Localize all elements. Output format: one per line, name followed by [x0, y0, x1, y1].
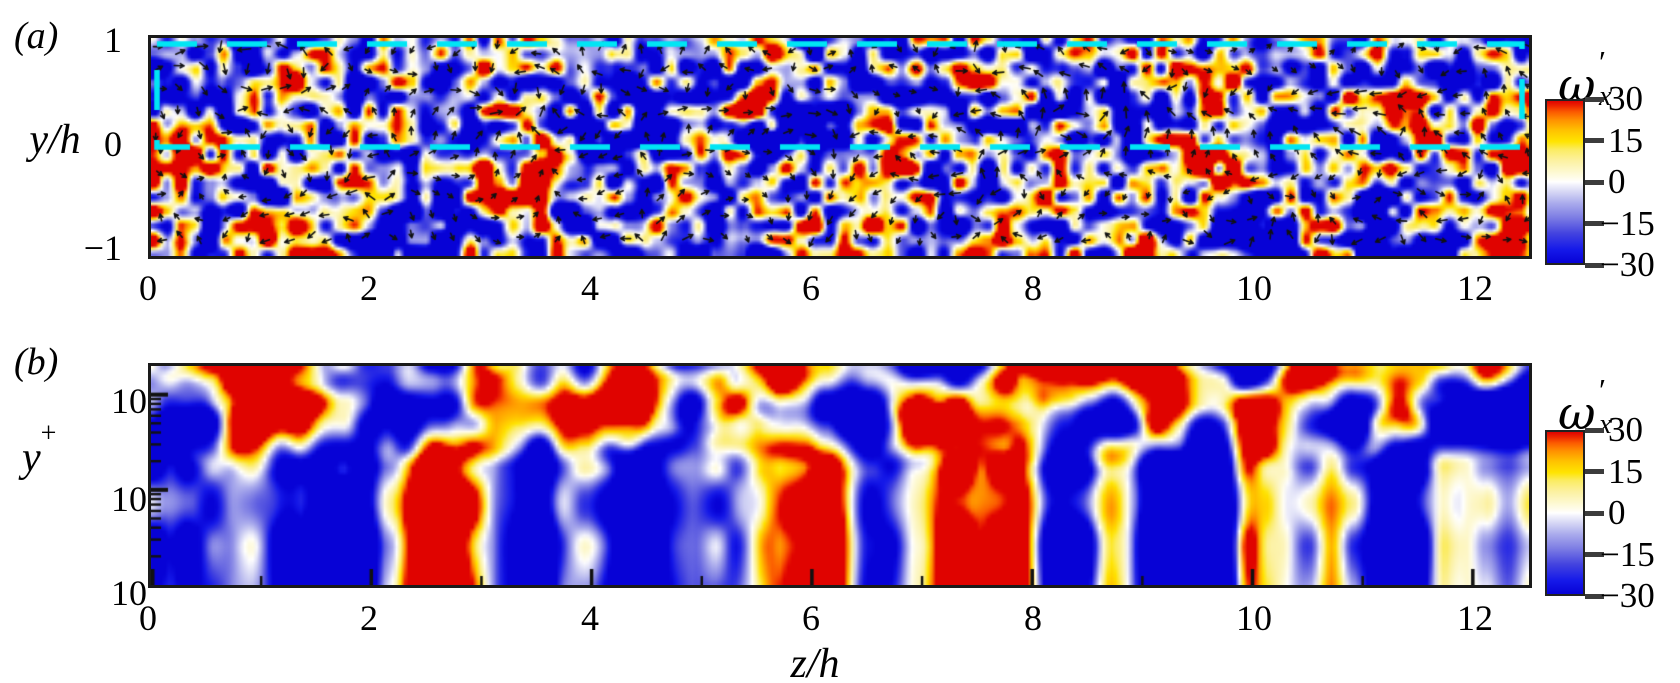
- tick-base: 10: [111, 573, 147, 613]
- panel-b-xtick-0: 0: [139, 598, 157, 638]
- panel-a-ytick-1: 1: [104, 20, 122, 60]
- panel-a-vectors-overlay-canvas: [151, 38, 1529, 256]
- colorbar-a-tickmark: [1585, 180, 1604, 185]
- colorbar-a-label-15: 15: [1608, 121, 1643, 160]
- colorbar-a-label-neg15: −15: [1600, 204, 1655, 243]
- tick-base: 10: [111, 479, 147, 519]
- panel-a-ytick-0: 0: [104, 124, 122, 164]
- colorbar-b-label-15: 15: [1608, 452, 1643, 491]
- panel-a-xtick-12: 12: [1457, 268, 1493, 308]
- colorbar-b-label-0: 0: [1608, 493, 1626, 532]
- colorbar-b-label-neg30: −30: [1600, 576, 1655, 615]
- colorbar-b-tickmark: [1585, 594, 1604, 599]
- prime-mark: ′: [1599, 44, 1606, 80]
- panel-b-plot-area: [148, 363, 1532, 588]
- colorbar-b-label-neg15: −15: [1600, 535, 1655, 574]
- panel-a-xtick-10: 10: [1236, 268, 1272, 308]
- panel-a-xtick-4: 4: [581, 268, 599, 308]
- panel-b-xtick-6: 6: [802, 598, 820, 638]
- ylabel-superscript: +: [40, 418, 57, 449]
- colorbar-a-label-neg30: −30: [1600, 245, 1655, 284]
- panel-b-tag: (b): [14, 341, 59, 383]
- panel-b-axis-ticks-overlay-canvas: [151, 366, 1529, 585]
- panel-a-tag: (a): [14, 15, 59, 57]
- colorbar-a-gradient: [1545, 99, 1585, 265]
- colorbar-a-tickmark: [1585, 221, 1604, 226]
- panel-b-xtick-2: 2: [360, 598, 378, 638]
- panel-a-xtick-0: 0: [139, 268, 157, 308]
- panel-b-xtick-4: 4: [581, 598, 599, 638]
- panel-a-xtick-8: 8: [1024, 268, 1042, 308]
- colorbar-b-tickmark: [1585, 428, 1604, 433]
- x-axis-label: z/h: [790, 641, 840, 683]
- panel-a-ytick-neg1: −1: [83, 228, 122, 268]
- panel-a-ylabel: y/h: [29, 117, 81, 163]
- panel-b-xtick-10: 10: [1236, 598, 1272, 638]
- tick-base: 10: [111, 381, 147, 421]
- panel-b-xtick-12: 12: [1457, 598, 1493, 638]
- colorbar-b-label-30: 30: [1608, 410, 1643, 449]
- ylabel-base: y: [22, 435, 41, 481]
- panel-a-xtick-6: 6: [802, 268, 820, 308]
- x-subscript: x: [1599, 81, 1612, 112]
- colorbar-a-label-0: 0: [1608, 162, 1626, 201]
- colorbar-b-tickmark: [1585, 552, 1604, 557]
- colorbar-a-label-30: 30: [1608, 79, 1643, 118]
- colorbar-b-tickmark: [1585, 469, 1604, 474]
- panel-a-xtick-2: 2: [360, 268, 378, 308]
- colorbar-b-gradient: [1545, 430, 1585, 596]
- colorbar-a-tickmark: [1585, 97, 1604, 102]
- panel-b-ylabel: y+: [22, 418, 56, 482]
- colorbar-a-tickmark: [1585, 138, 1604, 143]
- panel-b-xtick-8: 8: [1024, 598, 1042, 638]
- panel-a-plot-area: [148, 35, 1532, 259]
- colorbar-b-tickmark: [1585, 511, 1604, 516]
- colorbar-a-tickmark: [1585, 263, 1604, 268]
- prime-mark: ′: [1599, 372, 1606, 408]
